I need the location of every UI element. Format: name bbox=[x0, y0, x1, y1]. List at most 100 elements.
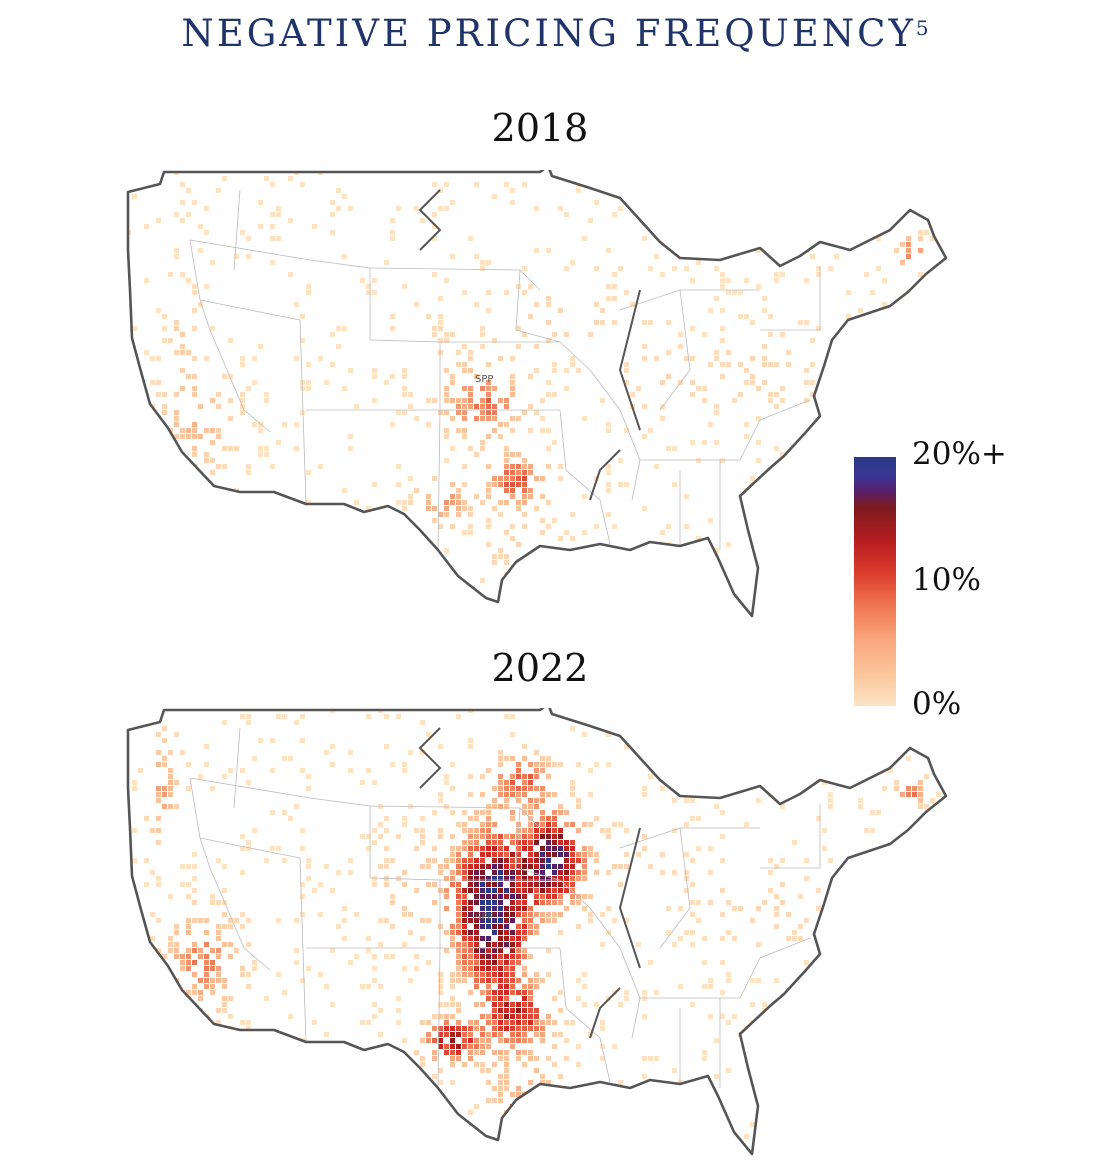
price-node-cell bbox=[486, 1068, 491, 1073]
price-node-cell bbox=[924, 774, 929, 779]
price-node-cell bbox=[168, 792, 173, 797]
price-node-cell bbox=[366, 984, 371, 989]
price-node-cell bbox=[522, 1164, 527, 1168]
price-node-cell bbox=[774, 392, 779, 397]
price-node-cell bbox=[198, 954, 203, 959]
price-node-cell bbox=[474, 954, 479, 959]
price-node-cell bbox=[516, 1032, 521, 1037]
price-node-cell bbox=[270, 1086, 275, 1091]
price-node-cell bbox=[468, 858, 473, 863]
price-node-cell bbox=[216, 1020, 221, 1025]
price-node-cell bbox=[558, 900, 563, 905]
price-node-cell bbox=[720, 1014, 725, 1019]
price-node-cell bbox=[948, 750, 953, 755]
price-node-cell bbox=[528, 762, 533, 767]
price-node-cell bbox=[240, 392, 245, 397]
price-node-cell bbox=[180, 1146, 185, 1151]
price-node-cell bbox=[444, 1032, 449, 1037]
price-node-cell bbox=[474, 834, 479, 839]
price-node-cell bbox=[570, 780, 575, 785]
price-node-cell bbox=[654, 1092, 659, 1097]
price-node-cell bbox=[438, 1080, 443, 1085]
price-node-cell bbox=[312, 1020, 317, 1025]
price-node-cell bbox=[510, 1008, 515, 1013]
price-node-cell bbox=[456, 978, 461, 983]
price-node-cell bbox=[522, 996, 527, 1001]
price-node-cell bbox=[492, 1062, 497, 1067]
price-node-cell bbox=[366, 1074, 371, 1079]
price-node-cell bbox=[348, 768, 353, 773]
price-node-cell bbox=[456, 858, 461, 863]
price-node-cell bbox=[138, 714, 143, 719]
price-node-cell bbox=[684, 356, 689, 361]
price-node-cell bbox=[720, 834, 725, 839]
price-node-cell bbox=[498, 966, 503, 971]
price-node-cell bbox=[690, 942, 695, 947]
price-node-cell bbox=[480, 1044, 485, 1049]
price-node-cell bbox=[396, 410, 401, 415]
price-node-cell bbox=[498, 918, 503, 923]
price-node-cell bbox=[522, 482, 527, 487]
price-node-cell bbox=[486, 308, 491, 313]
price-node-cell bbox=[792, 1044, 797, 1049]
price-node-cell bbox=[144, 224, 149, 229]
price-node-cell bbox=[420, 720, 425, 725]
price-node-cell bbox=[456, 1056, 461, 1061]
price-node-cell bbox=[474, 182, 479, 187]
price-node-cell bbox=[462, 828, 467, 833]
price-node-cell bbox=[738, 236, 743, 241]
price-node-cell bbox=[444, 338, 449, 343]
price-node-cell bbox=[540, 428, 545, 433]
price-node-cell bbox=[546, 524, 551, 529]
price-node-cell bbox=[552, 864, 557, 869]
price-node-cell bbox=[612, 284, 617, 289]
price-node-cell bbox=[228, 1086, 233, 1091]
price-node-cell bbox=[558, 810, 563, 815]
price-node-cell bbox=[798, 1002, 803, 1007]
price-node-cell bbox=[222, 774, 227, 779]
price-node-cell bbox=[756, 386, 761, 391]
price-node-cell bbox=[504, 1038, 509, 1043]
price-node-cell bbox=[558, 828, 563, 833]
price-node-cell bbox=[198, 918, 203, 923]
price-node-cell bbox=[606, 284, 611, 289]
price-node-cell bbox=[462, 822, 467, 827]
price-node-cell bbox=[546, 888, 551, 893]
price-node-cell bbox=[234, 446, 239, 451]
price-node-cell bbox=[522, 470, 527, 475]
price-node-cell bbox=[276, 542, 281, 547]
state-boundary bbox=[759, 399, 811, 421]
price-node-cell bbox=[618, 1080, 623, 1085]
price-node-cell bbox=[702, 440, 707, 445]
price-node-cell bbox=[858, 308, 863, 313]
price-node-cell bbox=[486, 960, 491, 965]
price-node-cell bbox=[492, 404, 497, 409]
price-node-cell bbox=[426, 918, 431, 923]
price-node-cell bbox=[732, 206, 737, 211]
price-node-cell bbox=[432, 810, 437, 815]
price-node-cell bbox=[462, 972, 467, 977]
price-node-cell bbox=[342, 326, 347, 331]
price-node-cell bbox=[128, 428, 131, 433]
price-node-cell bbox=[462, 912, 467, 917]
price-node-cell bbox=[258, 452, 263, 457]
price-node-cell bbox=[192, 852, 197, 857]
price-node-cell bbox=[492, 900, 497, 905]
price-node-cell bbox=[666, 614, 671, 616]
price-node-cell bbox=[162, 792, 167, 797]
price-node-cell bbox=[936, 792, 941, 797]
price-node-cell bbox=[726, 900, 731, 905]
price-node-cell bbox=[264, 446, 269, 451]
price-node-cell bbox=[528, 822, 533, 827]
price-node-cell bbox=[714, 350, 719, 355]
price-node-cell bbox=[540, 756, 545, 761]
price-node-cell bbox=[582, 972, 587, 977]
price-node-cell bbox=[498, 1086, 503, 1091]
price-node-cell bbox=[516, 608, 521, 613]
price-node-cell bbox=[168, 1008, 173, 1013]
price-node-cell bbox=[486, 494, 491, 499]
price-node-cell bbox=[204, 458, 209, 463]
price-node-cell bbox=[480, 834, 485, 839]
price-node-cell bbox=[564, 876, 569, 881]
price-node-cell bbox=[204, 744, 209, 749]
